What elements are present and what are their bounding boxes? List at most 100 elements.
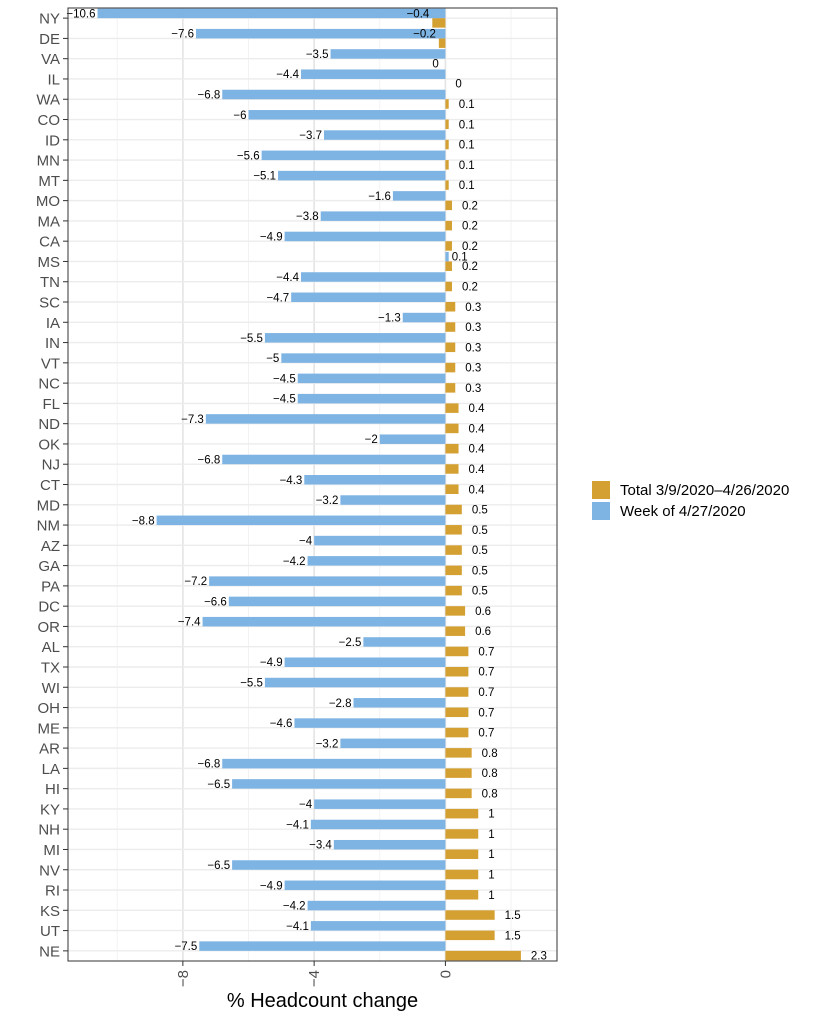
data-label-week-VA: −3.5	[306, 49, 329, 61]
bar-week-IL	[301, 69, 446, 79]
y-tick-label-TN: TN	[40, 274, 60, 291]
bar-week-LA	[222, 758, 446, 769]
y-axis: NY DE VA IL WA CO ID MN MT MO MA CA MS TN SC IA IN VT NC FL…	[36, 11, 68, 960]
data-label-week-IL: −4.4	[276, 69, 299, 81]
data-label-total-MI: 1	[488, 849, 494, 861]
bar-total-RI	[445, 890, 479, 900]
legend: Total 3/9/2020–4/26/2020 Week of 4/27/202…	[592, 481, 789, 520]
bar-week-MS	[445, 251, 449, 262]
y-tick-label-NJ: NJ	[42, 457, 60, 474]
bar-week-IA	[402, 312, 446, 323]
bar-total-AZ	[445, 545, 462, 555]
bar-week-DC	[228, 596, 446, 607]
legend-swatch-0	[592, 481, 610, 499]
data-label-week-NY: −10.6	[66, 8, 95, 20]
bar-week-NY	[97, 8, 446, 19]
data-label-week-GA: −4.2	[283, 556, 306, 568]
y-tick-label-ME: ME	[38, 720, 61, 737]
data-label-total-PA: 0.5	[472, 586, 488, 598]
y-tick-label-CA: CA	[39, 234, 60, 251]
data-label-week-MI: −3.4	[309, 840, 332, 852]
data-label-total-NJ: 0.4	[469, 464, 486, 476]
bar-week-MI	[333, 839, 446, 850]
data-label-week-MD: −3.2	[316, 495, 339, 507]
data-label-week-DE: −7.6	[171, 29, 194, 41]
y-tick-label-NC: NC	[38, 376, 60, 393]
y-tick-label-AR: AR	[39, 741, 60, 758]
bar-total-IA	[445, 322, 456, 332]
data-label-week-OK: −2	[365, 434, 378, 446]
bar-week-VT	[281, 353, 446, 363]
bar-total-NE	[445, 950, 521, 961]
y-tick-label-TX: TX	[41, 659, 60, 676]
y-tick-label-DC: DC	[38, 599, 60, 616]
legend-label-1: Week of 4/27/2020	[620, 503, 746, 520]
bar-total-MA	[445, 220, 452, 231]
bar-total-DC	[445, 606, 466, 616]
bar-week-HI	[232, 779, 446, 789]
data-label-week-KS: −4.2	[283, 901, 306, 913]
y-tick-label-MA: MA	[38, 213, 61, 230]
y-tick-label-MT: MT	[38, 173, 60, 190]
y-tick-label-ND: ND	[38, 416, 60, 433]
bar-total-MD	[445, 504, 462, 515]
bar-total-NV	[445, 869, 479, 880]
bar-week-CT	[304, 475, 446, 485]
bar-week-MO	[392, 191, 446, 201]
bar-total-AR	[445, 748, 472, 758]
data-label-week-CA: −4.9	[260, 231, 283, 243]
data-label-week-LA: −6.8	[198, 759, 221, 771]
data-label-week-MO: −1.6	[368, 191, 391, 203]
bar-total-NY	[432, 18, 446, 28]
y-tick-label-CO: CO	[38, 112, 61, 129]
data-label-total-IA: 0.3	[465, 322, 481, 334]
data-label-week-ID: −3.7	[299, 130, 322, 142]
data-label-week-IA: −1.3	[378, 313, 401, 325]
y-tick-label-DE: DE	[39, 31, 60, 48]
y-tick-label-NE: NE	[39, 943, 60, 960]
data-label-total-MO: 0.2	[462, 200, 478, 212]
data-label-week-MT: −5.1	[253, 171, 276, 183]
bar-total-UT	[445, 930, 495, 941]
data-label-total-KY: 1	[488, 809, 494, 821]
bar-week-OK	[379, 434, 446, 444]
y-tick-label-PA: PA	[41, 578, 60, 595]
data-label-week-AZ: −4	[299, 536, 313, 548]
bar-week-MD	[340, 495, 446, 505]
data-label-total-RI: 1	[488, 890, 494, 902]
data-label-total-MT: 0.1	[459, 180, 475, 192]
y-tick-label-MS: MS	[38, 254, 61, 271]
bar-week-MA	[320, 211, 446, 221]
bar-week-UT	[310, 921, 446, 931]
data-label-total-TN: 0.2	[462, 281, 478, 293]
data-label-total-OR: 0.6	[475, 626, 491, 638]
bar-week-KY	[314, 799, 446, 809]
bar-total-OH	[445, 707, 469, 718]
data-label-total-VT: 0.3	[465, 363, 481, 375]
bar-week-ND	[205, 414, 446, 424]
legend-label-0: Total 3/9/2020–4/26/2020	[620, 482, 789, 499]
bar-total-IN	[445, 342, 456, 353]
data-label-week-NV: −6.5	[207, 860, 230, 872]
bar-total-NM	[445, 525, 462, 535]
bar-week-AL	[363, 637, 446, 647]
bar-week-ME	[294, 718, 446, 728]
bar-week-AZ	[314, 535, 446, 546]
data-label-total-CO: 0.1	[459, 119, 475, 131]
data-label-total-ID: 0.1	[459, 140, 475, 152]
data-label-week-NC: −4.5	[273, 373, 296, 385]
data-label-total-VA: 0	[432, 58, 438, 70]
data-label-week-UT: −4.1	[286, 921, 309, 933]
data-label-total-TX: 0.7	[478, 667, 494, 679]
data-label-total-IL: 0	[455, 79, 461, 91]
y-tick-label-MO: MO	[36, 193, 60, 210]
data-label-total-ME: 0.7	[478, 728, 494, 740]
data-label-week-HI: −6.5	[207, 779, 230, 791]
data-label-week-MA: −3.8	[296, 211, 319, 223]
bar-week-OR	[202, 616, 446, 627]
bar-week-PA	[209, 576, 446, 586]
data-label-total-UT: 1.5	[505, 930, 521, 942]
x-tick-label: −8	[175, 970, 192, 987]
bar-total-LA	[445, 768, 472, 778]
data-label-total-MN: 0.1	[459, 160, 475, 172]
